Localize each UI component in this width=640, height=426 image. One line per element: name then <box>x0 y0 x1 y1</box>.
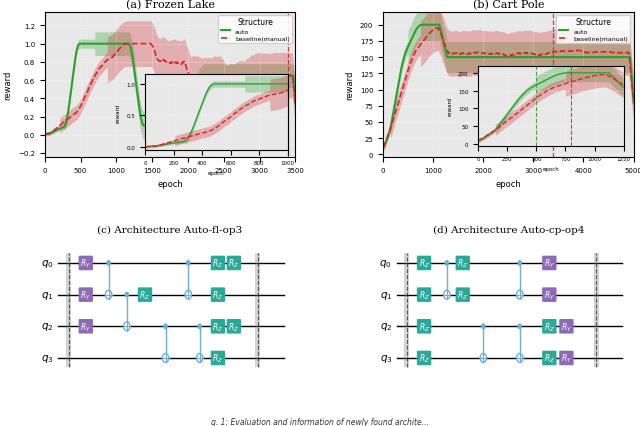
Text: $R_Y$: $R_Y$ <box>561 352 572 364</box>
Text: $R_Y$: $R_Y$ <box>544 257 555 270</box>
FancyBboxPatch shape <box>227 256 241 271</box>
FancyBboxPatch shape <box>79 256 93 271</box>
Circle shape <box>518 324 522 329</box>
Text: $q_3$: $q_3$ <box>380 352 392 364</box>
Y-axis label: reward: reward <box>345 71 355 100</box>
Circle shape <box>164 324 167 329</box>
Circle shape <box>518 261 522 265</box>
Circle shape <box>516 354 523 363</box>
X-axis label: epoch: epoch <box>157 179 183 188</box>
FancyBboxPatch shape <box>417 256 431 271</box>
Circle shape <box>445 261 449 265</box>
FancyBboxPatch shape <box>417 319 431 334</box>
Text: $q_1$: $q_1$ <box>380 289 392 301</box>
Text: $R_Z$: $R_Z$ <box>419 352 429 364</box>
Text: $q_2$: $q_2$ <box>380 320 392 333</box>
FancyBboxPatch shape <box>542 288 557 302</box>
Text: $q_3$: $q_3$ <box>41 352 54 364</box>
Text: $R_Z$: $R_Z$ <box>228 320 239 333</box>
Text: $R_Z$: $R_Z$ <box>212 320 223 333</box>
Text: $q_2$: $q_2$ <box>42 320 54 333</box>
Text: $R_Z$: $R_Z$ <box>419 320 429 333</box>
Circle shape <box>185 291 191 299</box>
Title: (b) Cart Pole: (b) Cart Pole <box>472 0 544 11</box>
FancyBboxPatch shape <box>417 351 431 366</box>
X-axis label: epoch: epoch <box>495 179 521 188</box>
Text: $q_1$: $q_1$ <box>42 289 54 301</box>
Text: $q_0$: $q_0$ <box>380 257 392 269</box>
FancyBboxPatch shape <box>456 256 470 271</box>
FancyBboxPatch shape <box>542 319 557 334</box>
Circle shape <box>480 354 486 363</box>
FancyBboxPatch shape <box>211 256 225 271</box>
Text: $R_Z$: $R_Z$ <box>457 289 468 301</box>
Title: (c) Architecture Auto-fl-op3: (c) Architecture Auto-fl-op3 <box>97 225 243 234</box>
Circle shape <box>196 354 203 363</box>
Text: $R_Y$: $R_Y$ <box>544 289 555 301</box>
Text: $R_Z$: $R_Z$ <box>419 289 429 301</box>
FancyBboxPatch shape <box>79 319 93 334</box>
Title: (a) Frozen Lake: (a) Frozen Lake <box>125 0 214 11</box>
Circle shape <box>444 291 450 299</box>
Text: $R_Z$: $R_Z$ <box>228 257 239 270</box>
Legend: auto, baseline(manual): auto, baseline(manual) <box>218 16 292 44</box>
Circle shape <box>125 293 129 297</box>
Text: $R_Z$: $R_Z$ <box>140 289 150 301</box>
Text: $R_Y$: $R_Y$ <box>561 320 572 333</box>
Text: $R_Y$: $R_Y$ <box>81 289 92 301</box>
Text: $R_Y$: $R_Y$ <box>81 320 92 333</box>
Text: $R_Z$: $R_Z$ <box>212 289 223 301</box>
FancyBboxPatch shape <box>542 256 557 271</box>
Circle shape <box>198 324 202 329</box>
Circle shape <box>516 291 523 299</box>
Circle shape <box>163 354 169 363</box>
Circle shape <box>107 261 110 265</box>
FancyBboxPatch shape <box>227 319 241 334</box>
FancyBboxPatch shape <box>417 288 431 302</box>
FancyBboxPatch shape <box>138 288 152 302</box>
Bar <box>66 254 71 368</box>
FancyBboxPatch shape <box>559 319 573 334</box>
Text: $R_Z$: $R_Z$ <box>212 257 223 270</box>
FancyBboxPatch shape <box>559 351 573 366</box>
Circle shape <box>106 291 112 299</box>
FancyBboxPatch shape <box>79 288 93 302</box>
Text: g. 1: Evaluation and information of newly found archite...: g. 1: Evaluation and information of newl… <box>211 417 429 426</box>
Legend: auto, baseline(manual): auto, baseline(manual) <box>556 16 630 44</box>
Text: $R_Z$: $R_Z$ <box>544 352 555 364</box>
Text: $R_Z$: $R_Z$ <box>457 257 468 270</box>
Circle shape <box>482 324 485 329</box>
Text: $R_Y$: $R_Y$ <box>81 257 92 270</box>
Circle shape <box>124 322 130 331</box>
Y-axis label: reward: reward <box>4 71 13 100</box>
FancyBboxPatch shape <box>211 288 225 302</box>
FancyBboxPatch shape <box>456 288 470 302</box>
Bar <box>255 254 260 368</box>
Text: $R_Z$: $R_Z$ <box>212 352 223 364</box>
FancyBboxPatch shape <box>542 351 557 366</box>
Text: $q_0$: $q_0$ <box>41 257 54 269</box>
FancyBboxPatch shape <box>211 319 225 334</box>
FancyBboxPatch shape <box>211 351 225 366</box>
Text: $R_Z$: $R_Z$ <box>419 257 429 270</box>
Text: $R_Z$: $R_Z$ <box>544 320 555 333</box>
Bar <box>593 254 598 368</box>
Bar <box>404 254 410 368</box>
Circle shape <box>187 261 190 265</box>
Title: (d) Architecture Auto-cp-op4: (d) Architecture Auto-cp-op4 <box>433 225 584 234</box>
